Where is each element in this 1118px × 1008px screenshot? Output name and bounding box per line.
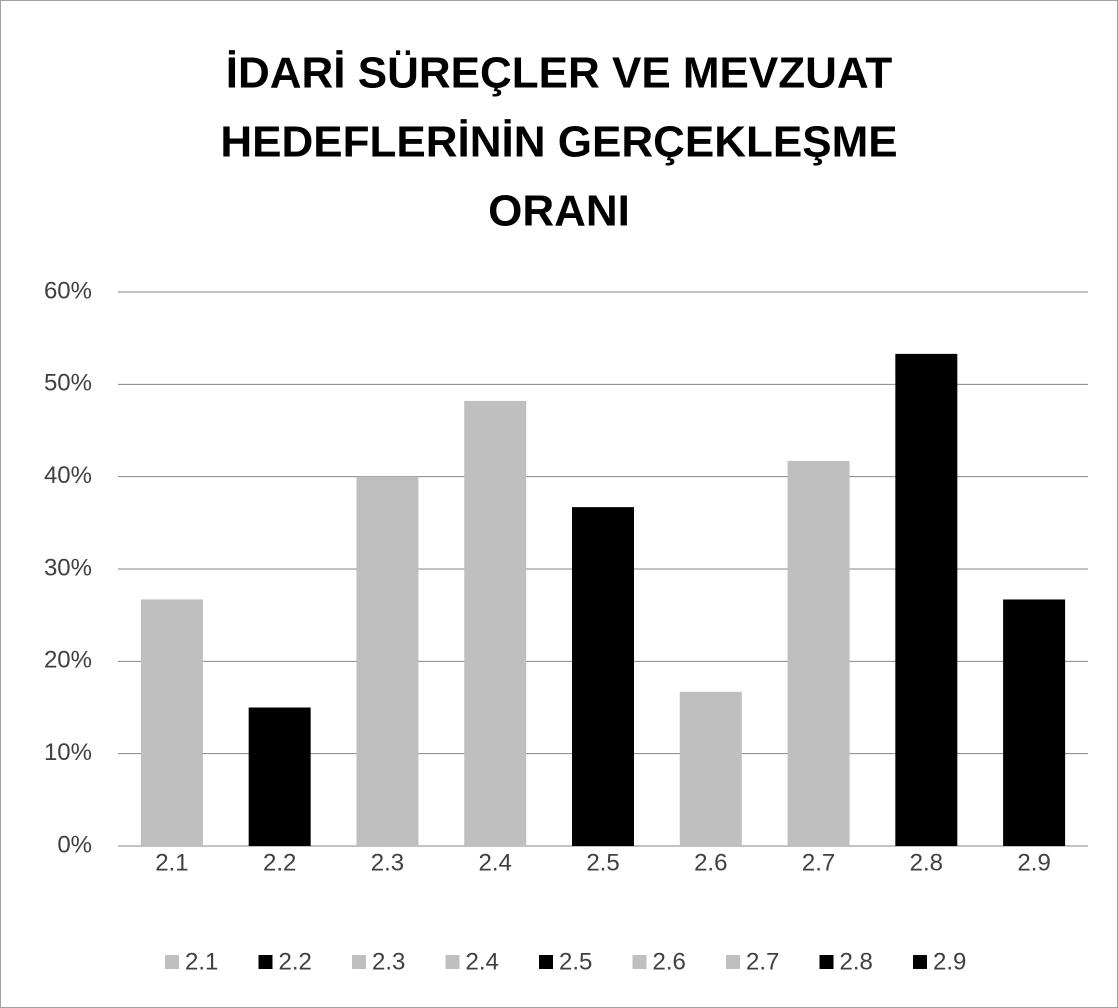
chart-title: İDARİ SÜREÇLER VE MEVZUAT: [226, 49, 893, 98]
x-tick-label: 2.1: [155, 849, 188, 876]
legend-marker: [165, 955, 179, 969]
legend-marker: [726, 955, 740, 969]
chart-title: ORANI: [488, 187, 630, 236]
x-tick-label: 2.8: [910, 849, 943, 876]
x-tick-label: 2.3: [371, 849, 404, 876]
legend-label: 2.1: [185, 948, 218, 975]
legend-label: 2.8: [840, 948, 873, 975]
y-tick-label: 0%: [57, 831, 92, 858]
bar: [356, 476, 419, 846]
legend-label: 2.3: [372, 948, 405, 975]
legend-label: 2.6: [653, 948, 686, 975]
bar: [679, 691, 742, 846]
legend-marker: [352, 955, 366, 969]
legend-marker: [819, 955, 834, 969]
bar: [895, 353, 958, 846]
bar: [1003, 599, 1066, 846]
legend-label: 2.4: [466, 948, 499, 975]
x-tick-label: 2.2: [263, 849, 296, 876]
legend-label: 2.7: [746, 948, 779, 975]
bar: [787, 460, 850, 846]
chart-title: HEDEFLERİNİN GERÇEKLEŞME: [220, 118, 897, 167]
legend-marker: [539, 955, 553, 969]
legend-marker: [913, 955, 927, 969]
legend-label: 2.5: [559, 948, 592, 975]
y-tick-label: 40%: [44, 462, 92, 489]
legend-marker: [632, 955, 647, 969]
y-tick-label: 30%: [44, 554, 92, 581]
y-tick-label: 10%: [44, 739, 92, 766]
bar: [248, 707, 311, 846]
y-tick-label: 20%: [44, 647, 92, 674]
y-tick-label: 60%: [44, 277, 92, 304]
x-tick-label: 2.9: [1017, 849, 1050, 876]
x-tick-label: 2.7: [802, 849, 835, 876]
bar: [572, 507, 634, 846]
legend-label: 2.2: [279, 948, 312, 975]
x-tick-label: 2.5: [586, 849, 619, 876]
legend-label: 2.9: [933, 948, 966, 975]
legend-marker: [258, 955, 273, 969]
bar: [464, 400, 527, 846]
x-tick-label: 2.4: [479, 849, 512, 876]
y-tick-label: 50%: [44, 370, 92, 397]
x-tick-label: 2.6: [694, 849, 727, 876]
legend-marker: [445, 955, 460, 969]
bar: [140, 599, 203, 846]
